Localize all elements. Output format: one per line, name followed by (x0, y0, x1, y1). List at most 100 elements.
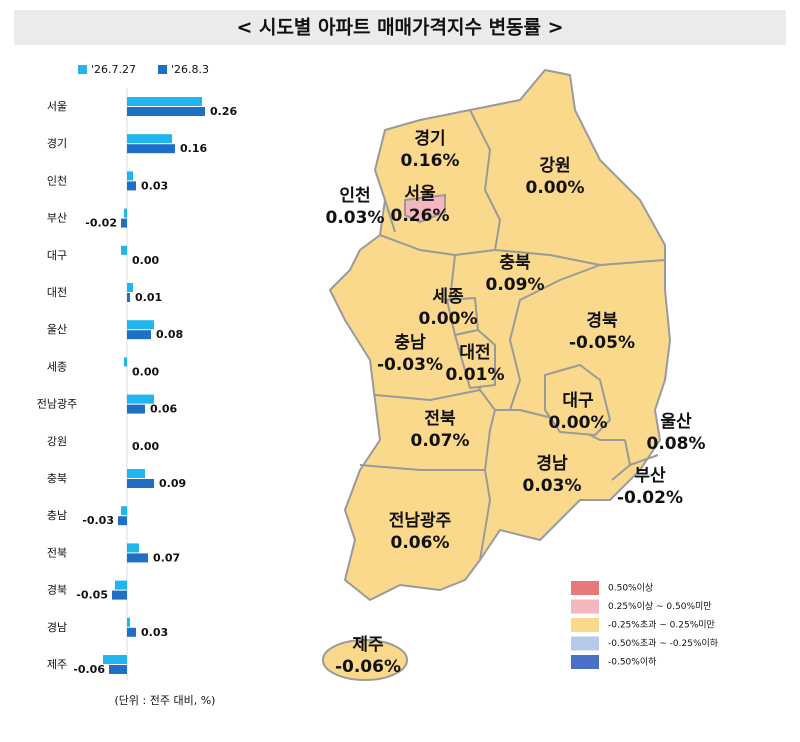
title: < 시도별 아파트 매매가격지수 변동률 > (236, 17, 563, 39)
jeju-region (322, 639, 408, 681)
bar (121, 245, 127, 255)
bar (127, 107, 205, 116)
bar (103, 655, 127, 664)
bar (118, 516, 127, 526)
bar (127, 404, 145, 414)
region-value: 0.00% (549, 413, 608, 433)
unit-note: (단위 : 전주 대비, %) (115, 694, 216, 707)
data-label: -0.03 (82, 514, 114, 527)
map-legend-label: -0.50%이하 (608, 657, 657, 668)
region-value: -0.05% (569, 333, 635, 353)
bar (127, 293, 130, 302)
bar (112, 590, 127, 600)
y-tick-label: 경북 (47, 584, 67, 597)
map-legend-swatch (571, 618, 599, 632)
bar (115, 580, 127, 590)
region-name: 전남광주 (389, 511, 452, 531)
data-label: -0.02 (85, 217, 117, 230)
map-legend-label: 0.50%이상 (608, 583, 653, 594)
region-value: 0.07% (411, 431, 470, 451)
region-name: 울산 (660, 412, 692, 432)
region-name: 경기 (414, 129, 445, 149)
y-tick-label: 전남광주 (37, 398, 77, 411)
region-name: 세종 (432, 287, 464, 307)
bar (109, 665, 127, 674)
y-tick-label: 서울 (47, 100, 67, 113)
region-name: 제주 (352, 635, 384, 655)
bar (127, 394, 154, 404)
y-tick-label: 전북 (47, 546, 67, 559)
data-label: 0.06 (150, 403, 177, 416)
region-name: 전북 (424, 409, 456, 429)
region-name: 인천 (339, 186, 370, 206)
region-value: -0.02% (617, 488, 683, 508)
bar (127, 479, 154, 488)
region-name: 대구 (562, 391, 594, 411)
data-label: 0.03 (141, 626, 168, 639)
region-name: 강원 (539, 156, 570, 176)
data-label: 0.08 (156, 328, 183, 341)
y-tick-label: 세종 (47, 360, 67, 373)
bar (121, 218, 127, 228)
daejeon-region (454, 329, 496, 389)
region-name: 서울 (404, 184, 436, 204)
region-name: 대전 (459, 343, 490, 363)
bar (127, 171, 133, 181)
data-label: -0.05 (76, 589, 108, 602)
y-tick-label: 제주 (47, 658, 67, 671)
data-label: 0.16 (180, 142, 207, 155)
bar (121, 506, 127, 516)
bar (127, 330, 151, 340)
data-label: 0.26 (210, 105, 237, 118)
bar (127, 283, 133, 292)
region-value: 0.06% (391, 533, 450, 553)
data-label: 0.00 (132, 440, 159, 453)
region-value: 0.03% (326, 208, 385, 228)
data-label: 0.09 (159, 477, 186, 490)
bar (127, 181, 136, 191)
region-value: 0.01% (446, 365, 505, 385)
map-legend-swatch (571, 599, 599, 614)
y-tick-label: 경기 (47, 137, 67, 150)
data-label: -0.06 (73, 663, 105, 676)
map-legend-label: -0.50%초과 ~ -0.25%이하 (608, 638, 719, 649)
data-label: 0.03 (141, 179, 168, 192)
region-name: 충북 (499, 253, 531, 273)
region-name: 경남 (536, 454, 568, 474)
legend-swatch (78, 65, 87, 74)
legend-swatch (158, 65, 167, 74)
region-name: 경북 (586, 311, 618, 331)
bar (127, 134, 172, 144)
bar (127, 97, 202, 106)
y-tick-label: 경남 (47, 621, 67, 634)
map-legend-swatch (571, 636, 599, 651)
data-label: 0.01 (135, 291, 162, 304)
region-value: 0.03% (523, 476, 582, 496)
legend-label: '26.8.3 (171, 63, 209, 76)
region-value: 0.26% (391, 206, 450, 226)
region-value: 0.00% (419, 309, 478, 329)
y-tick-label: 부산 (47, 212, 67, 225)
region-name: 충남 (394, 333, 426, 353)
map-legend-swatch (571, 581, 599, 595)
region-value: 0.16% (401, 151, 460, 171)
data-label: 0.00 (132, 254, 159, 267)
y-tick-label: 충남 (47, 509, 67, 522)
bar (127, 543, 139, 553)
daegu-region (544, 364, 611, 436)
region-value: -0.06% (335, 657, 401, 677)
region-value: -0.03% (377, 355, 443, 375)
bar (127, 617, 130, 627)
bar (127, 144, 175, 154)
y-tick-label: 대구 (47, 249, 67, 262)
map (322, 69, 671, 681)
map-legend-swatch (571, 655, 599, 669)
legend-label: '26.7.27 (91, 63, 136, 76)
bar (127, 320, 154, 330)
data-label: 0.07 (153, 551, 180, 564)
bar (124, 208, 127, 218)
bar (127, 627, 136, 637)
seoul-region (404, 193, 446, 224)
y-tick-label: 강원 (47, 435, 67, 448)
